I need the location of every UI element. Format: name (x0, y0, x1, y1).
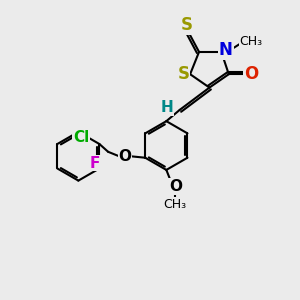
Text: CH₃: CH₃ (164, 198, 187, 211)
Text: CH₃: CH₃ (239, 35, 262, 48)
Text: S: S (181, 16, 193, 34)
Text: O: O (244, 65, 258, 83)
Text: F: F (90, 156, 100, 171)
Text: N: N (219, 41, 233, 59)
Text: O: O (169, 179, 182, 194)
Text: O: O (118, 149, 131, 164)
Text: H: H (161, 100, 174, 115)
Text: Cl: Cl (73, 130, 89, 145)
Text: S: S (178, 65, 190, 83)
